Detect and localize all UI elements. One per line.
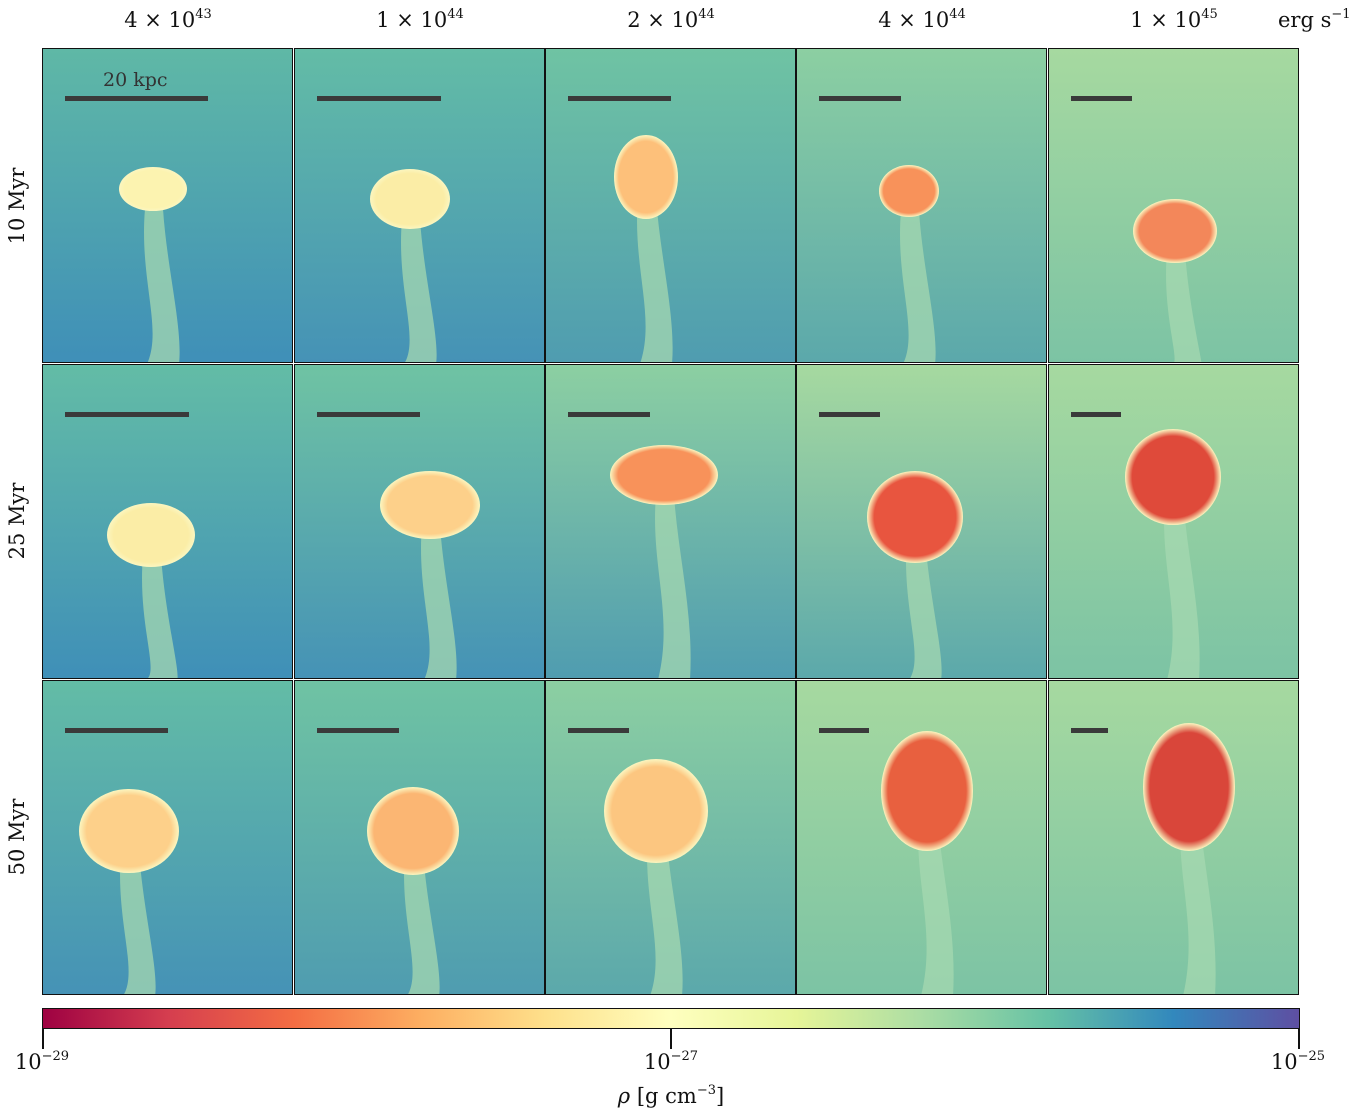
density-panel	[1048, 48, 1299, 363]
colorbar-tick-label-min: 10−29	[14, 1049, 70, 1074]
column-label-1e44: 1 × 1044	[376, 7, 464, 32]
density-panel	[796, 680, 1047, 995]
scale-bar	[1071, 412, 1121, 417]
scale-bar	[65, 412, 189, 417]
scale-bar	[819, 96, 901, 101]
density-map	[797, 49, 1046, 362]
scale-bar	[317, 96, 441, 101]
row-label-10-myr: 10 Myr	[5, 167, 29, 245]
density-map	[546, 49, 795, 362]
luminosity-unit-label: erg s−1	[1278, 7, 1351, 32]
scale-bar	[819, 412, 880, 417]
density-panel	[1048, 364, 1299, 679]
colorbar-tick-max	[1298, 1029, 1300, 1049]
column-label-4e43: 4 × 1043	[124, 7, 212, 32]
density-map	[797, 365, 1046, 678]
colorbar-tick-label-max: 10−25	[1270, 1049, 1326, 1074]
column-label-1e45: 1 × 1045	[1130, 7, 1218, 32]
scale-bar	[568, 96, 671, 101]
density-panel	[796, 48, 1047, 363]
scale-bar-label: 20 kpc	[103, 69, 168, 91]
colorbar-axis-label: ρ [g cm−3]	[617, 1083, 725, 1108]
density-panel	[545, 364, 796, 679]
density-panel	[294, 680, 545, 995]
density-map	[295, 681, 544, 994]
scale-bar	[1071, 728, 1108, 733]
scale-bar	[317, 412, 420, 417]
density-map	[546, 681, 795, 994]
scale-bar	[568, 412, 650, 417]
colorbar-tick-label-mid: 10−27	[643, 1049, 699, 1074]
density-panel	[545, 48, 796, 363]
density-map	[43, 681, 292, 994]
scale-bar	[1071, 96, 1132, 101]
density-map	[797, 681, 1046, 994]
density-map	[295, 49, 544, 362]
density-map	[43, 365, 292, 678]
scale-bar	[819, 728, 869, 733]
row-label-25-myr: 25 Myr	[5, 482, 29, 560]
density-map	[546, 365, 795, 678]
colorbar-tick-min	[42, 1029, 44, 1049]
density-map	[1049, 365, 1298, 678]
density-map	[1049, 681, 1298, 994]
density-colorbar	[42, 1008, 1300, 1029]
column-label-2e44: 2 × 1044	[627, 7, 715, 32]
density-panel	[42, 680, 293, 995]
density-panel	[796, 364, 1047, 679]
simulation-panel-grid: 20 kpc	[42, 48, 1300, 995]
density-panel	[545, 680, 796, 995]
scale-bar	[65, 728, 168, 733]
colorbar-tick-mid	[670, 1029, 672, 1049]
density-map	[295, 365, 544, 678]
scale-bar	[568, 728, 629, 733]
density-panel	[1048, 680, 1299, 995]
row-label-50-myr: 50 Myr	[5, 798, 29, 876]
column-label-4e44: 4 × 1044	[878, 7, 966, 32]
density-panel	[294, 48, 545, 363]
density-panel	[294, 364, 545, 679]
density-map	[1049, 49, 1298, 362]
density-panel	[42, 364, 293, 679]
density-map	[43, 49, 292, 362]
scale-bar	[317, 728, 399, 733]
scale-bar	[65, 96, 208, 101]
density-panel: 20 kpc	[42, 48, 293, 363]
